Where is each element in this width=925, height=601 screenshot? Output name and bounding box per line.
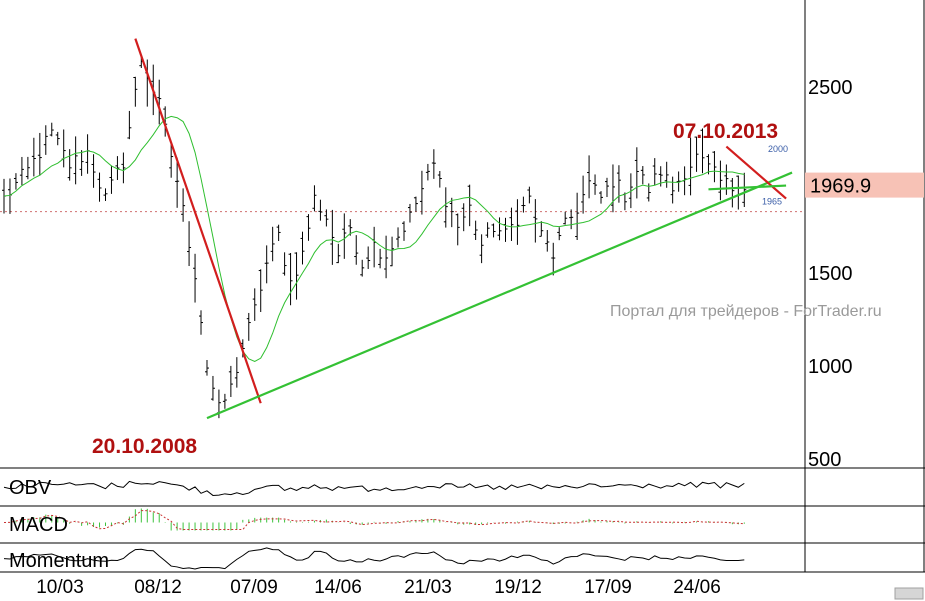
momentum-line bbox=[3, 547, 745, 570]
indicator-panels bbox=[3, 480, 745, 570]
annotation-2008: 20.10.2008 bbox=[92, 435, 197, 458]
x-tick-label: 24/06 bbox=[673, 577, 721, 598]
x-tick-label: 07/09 bbox=[230, 577, 278, 598]
last-price-box bbox=[805, 172, 924, 198]
x-tick-label: 17/09 bbox=[584, 577, 632, 598]
obv-line bbox=[3, 480, 745, 496]
axis-labels: 2500 1500 1000 500 1969.9 10/03 08/12 07/09 14/0… bbox=[36, 77, 871, 598]
x-tick-label: 10/03 bbox=[36, 577, 84, 598]
x-tick-label: 08/12 bbox=[134, 577, 182, 598]
obv-label: OBV bbox=[9, 477, 52, 499]
trendline bbox=[134, 38, 262, 404]
trendline bbox=[206, 171, 793, 420]
macd-label: MACD bbox=[9, 514, 68, 536]
y-tick-label: 500 bbox=[808, 449, 841, 471]
level-label: 2000 bbox=[768, 144, 788, 154]
annotation-2013: 07.10.2013 bbox=[673, 120, 778, 143]
x-tick-label: 14/06 bbox=[314, 577, 362, 598]
level-label: 1965 bbox=[762, 197, 782, 207]
trendline bbox=[725, 145, 787, 200]
x-tick-label: 19/12 bbox=[494, 577, 542, 598]
resize-grip[interactable] bbox=[894, 587, 924, 600]
moving-average-line bbox=[3, 115, 745, 362]
trendline bbox=[708, 184, 787, 191]
y-tick-label: 1000 bbox=[808, 356, 853, 378]
momentum-label: Momentum bbox=[9, 550, 109, 572]
watermark-text: Портал для трейдеров - ForTrader.ru bbox=[610, 303, 882, 320]
y-tick-label: 1500 bbox=[808, 263, 853, 285]
x-tick-label: 21/03 bbox=[404, 577, 452, 598]
price-panel: 2000 1965 bbox=[0, 38, 924, 420]
y-tick-label: 2500 bbox=[808, 77, 853, 99]
last-price-label: 1969.9 bbox=[810, 176, 871, 198]
